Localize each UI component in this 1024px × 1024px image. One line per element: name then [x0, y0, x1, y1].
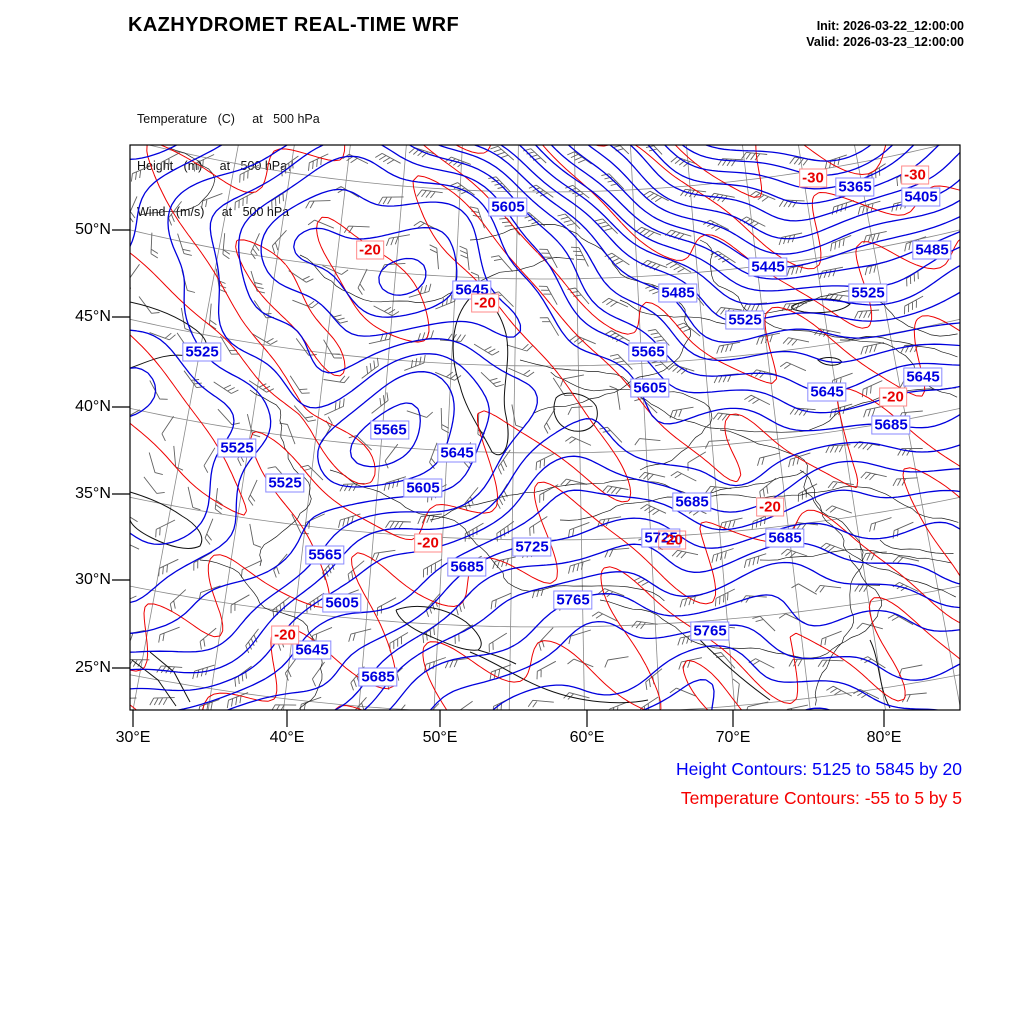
legend-height-line: Height (m) at 500 hPa	[137, 158, 288, 173]
page-title: KAZHYDROMET REAL-TIME WRF	[128, 14, 460, 36]
contour-info-footer: Height Contours: 5125 to 5845 by 20 Temp…	[676, 755, 962, 813]
valid-time: Valid: 2026-03-23_12:00:00	[806, 35, 964, 49]
legend-temperature-line: Temperature (C) at 500 hPa	[137, 112, 320, 126]
run-times: Init: 2026-03-22_12:00:00 Valid: 2026-03…	[806, 18, 964, 50]
height-contour-range: Height Contours: 5125 to 5845 by 20	[675, 759, 962, 779]
temperature-contour-range: Temperature Contours: -55 to 5 by 5	[680, 788, 962, 808]
variable-legend: Temperature (C) at 500 hPa Height (m) at…	[137, 81, 320, 252]
init-time: Init: 2026-03-22_12:00:00	[816, 19, 964, 33]
